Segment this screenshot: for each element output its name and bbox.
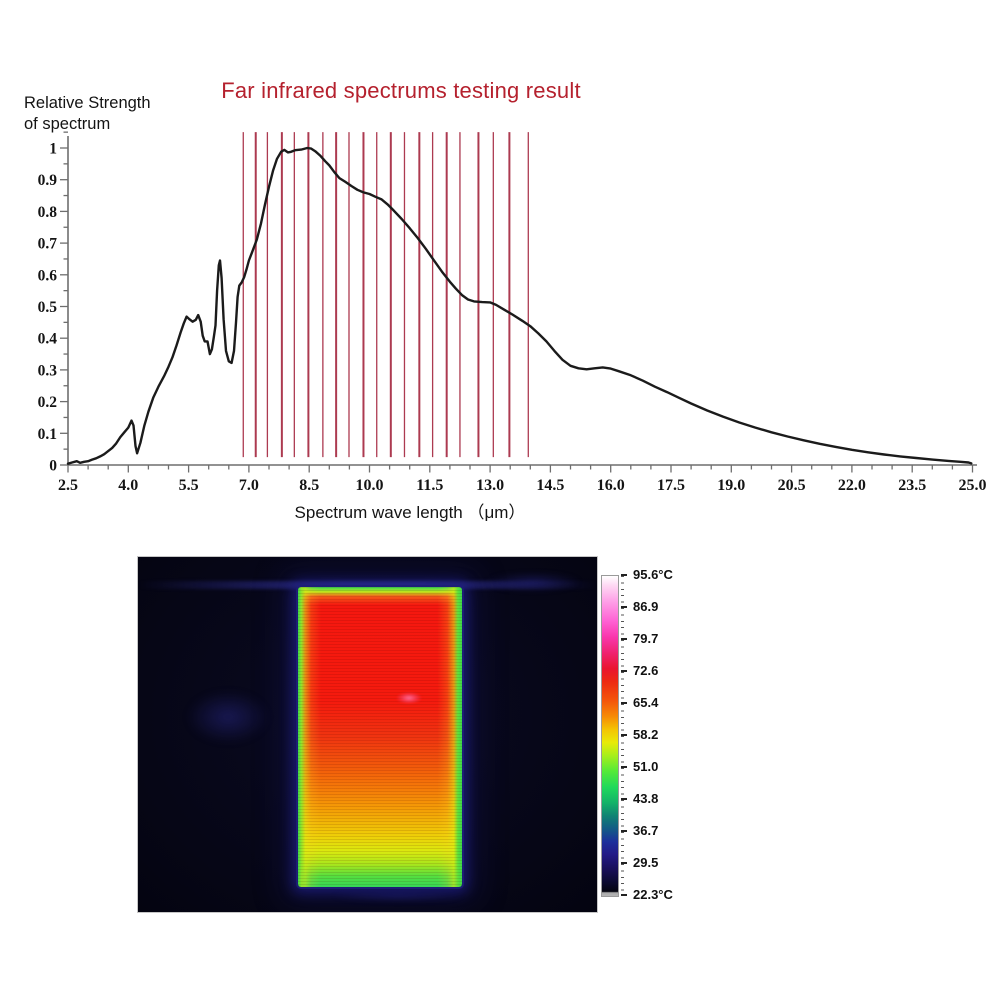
colorbar-major-tick (621, 670, 627, 672)
colorbar-label: 22.3°C (633, 887, 673, 902)
x-axis-label: Spectrum wave length （μm） (294, 503, 526, 522)
colorbar-label: 43.8 (633, 791, 659, 806)
heated-panel (298, 587, 462, 887)
svg-text:16.0: 16.0 (597, 477, 625, 494)
svg-text:5.5: 5.5 (179, 477, 199, 494)
temperature-colorbar (601, 575, 619, 897)
svg-text:14.5: 14.5 (536, 477, 564, 494)
x-tick-labels: 2.5 4.0 5.5 7.0 8.5 10.0 11.5 13.0 14.5 16.0 17.5 1… (58, 477, 987, 494)
colorbar-major-tick (621, 638, 627, 640)
band-lines (242, 132, 529, 458)
svg-text:0.5: 0.5 (38, 299, 58, 316)
svg-text:20.5: 20.5 (778, 477, 806, 494)
svg-text:8.5: 8.5 (299, 477, 319, 494)
svg-text:4.0: 4.0 (118, 477, 138, 494)
colorbar-label: 95.6°C (633, 567, 673, 582)
colorbar-minor-ticks (621, 576, 624, 896)
colorbar-major-tick (621, 574, 627, 576)
svg-text:0: 0 (49, 458, 57, 475)
svg-text:22.0: 22.0 (838, 477, 866, 494)
thermal-faint-blob-topright (468, 569, 597, 595)
thermal-faint-blob-bottom (308, 889, 488, 903)
x-ticks (67, 465, 974, 473)
thermal-faint-blob-left (173, 682, 283, 752)
svg-text:10.0: 10.0 (356, 477, 384, 494)
svg-text:1: 1 (49, 141, 57, 158)
svg-text:19.0: 19.0 (717, 477, 745, 494)
colorbar-label: 65.4 (633, 695, 659, 710)
colorbar-label: 51.0 (633, 759, 659, 774)
svg-text:23.5: 23.5 (898, 477, 926, 494)
spectrum-plot: 0 0.1 0.2 0.3 0.4 0.5 0.6 0.7 0.8 0.9 1 2.5 4.0 5.5 7.… (38, 131, 987, 494)
svg-text:0.4: 0.4 (38, 331, 58, 348)
svg-text:13.0: 13.0 (476, 477, 504, 494)
colorbar-label: 36.7 (633, 823, 659, 838)
svg-text:2.5: 2.5 (58, 477, 78, 494)
colorbar-major-tick (621, 702, 627, 704)
colorbar-major-tick (621, 862, 627, 864)
svg-text:0.8: 0.8 (38, 204, 58, 221)
y-ticks (60, 131, 68, 466)
colorbar-major-tick (621, 766, 627, 768)
colorbar-label: 79.7 (633, 631, 659, 646)
svg-text:17.5: 17.5 (657, 477, 685, 494)
colorbar-label: 29.5 (633, 855, 659, 870)
colorbar-label: 58.2 (633, 727, 659, 742)
thermal-image (138, 557, 597, 912)
colorbar-major-tick (621, 830, 627, 832)
colorbar-major-tick (621, 734, 627, 736)
svg-text:0.9: 0.9 (38, 172, 58, 189)
svg-text:11.5: 11.5 (416, 477, 443, 494)
colorbar-major-tick (621, 606, 627, 608)
y-axis-label-line1: Relative Strength (24, 94, 151, 112)
thermal-blue-streak (138, 581, 597, 589)
hot-spot (396, 692, 422, 704)
svg-text:0.1: 0.1 (38, 426, 57, 443)
chart-title: Far infrared spectrums testing result (221, 78, 581, 103)
svg-text:7.0: 7.0 (239, 477, 259, 494)
colorbar-major-tick (621, 894, 627, 896)
colorbar-label: 72.6 (633, 663, 659, 678)
spectrum-curve (66, 146, 973, 465)
colorbar-major-tick (621, 798, 627, 800)
svg-text:0.7: 0.7 (38, 236, 58, 253)
svg-text:0.6: 0.6 (38, 267, 58, 284)
y-tick-labels: 0 0.1 0.2 0.3 0.4 0.5 0.6 0.7 0.8 0.9 1 (38, 141, 58, 475)
axes (67, 136, 977, 466)
svg-text:25.0: 25.0 (959, 477, 987, 494)
y-axis-label-line2: of spectrum (24, 115, 111, 133)
y-axis-label: Relative Strength of spectrum (24, 93, 151, 135)
svg-text:0.3: 0.3 (38, 362, 58, 379)
colorbar-label: 86.9 (633, 599, 659, 614)
svg-text:0.2: 0.2 (38, 394, 58, 411)
